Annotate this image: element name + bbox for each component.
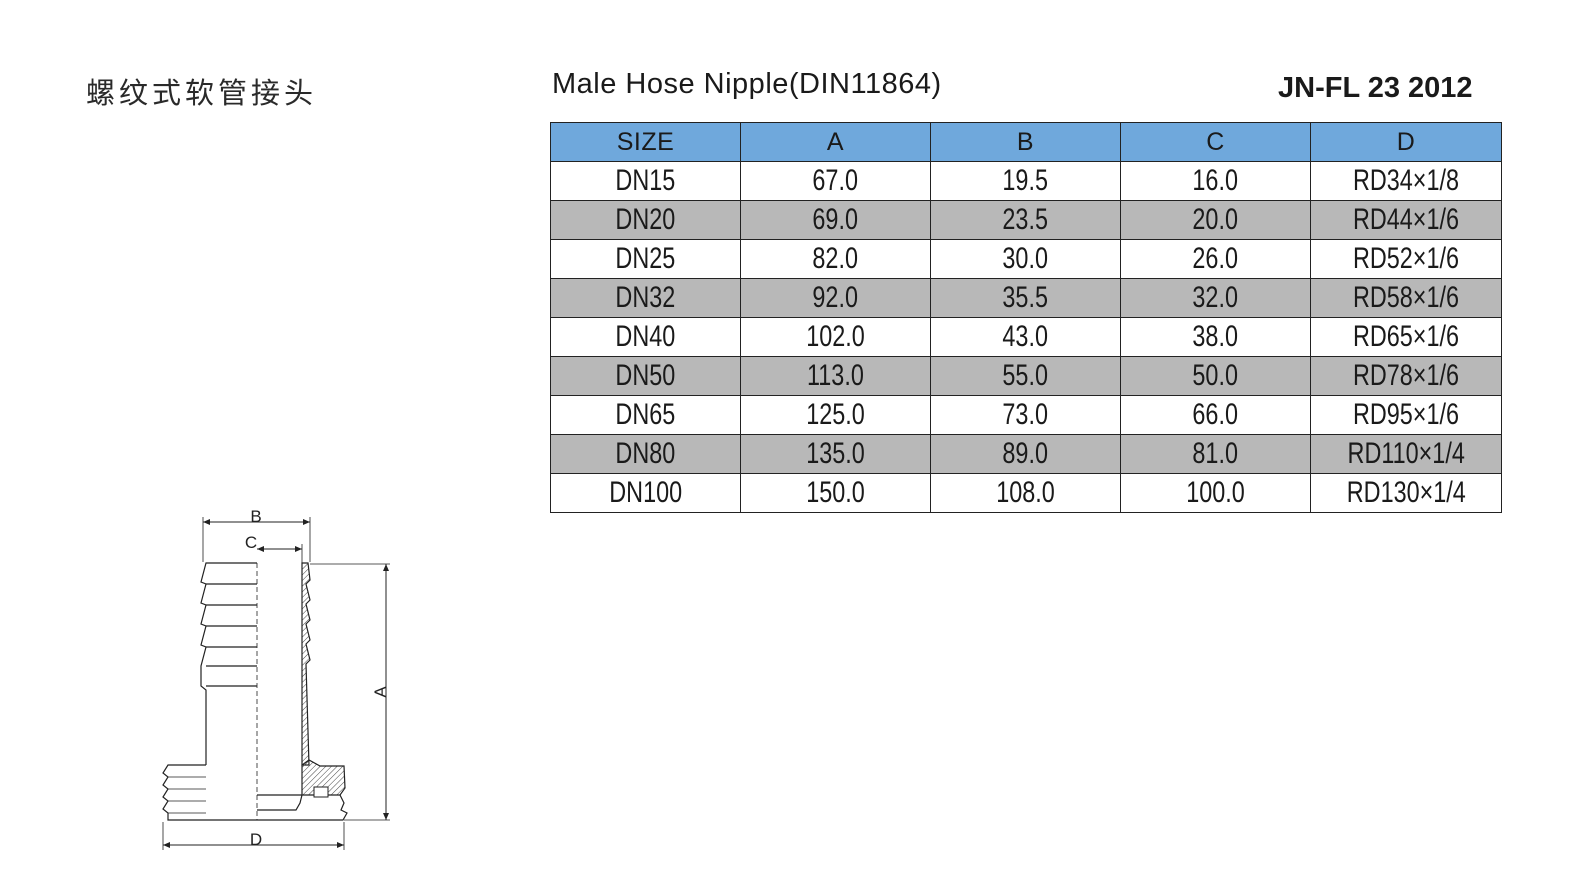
table-row: DN20 69.0 23.5 20.0 RD44×1/6 [550, 200, 1502, 240]
chinese-title: 螺纹式软管接头 [86, 76, 318, 110]
cell-c: 81.0 [1120, 434, 1311, 474]
dimension-d-label: D [250, 830, 262, 849]
dimension-c-label: C [245, 533, 257, 552]
dimension-c: C [245, 533, 303, 564]
cell-d: RD65×1/6 [1310, 317, 1502, 357]
cell-d: RD95×1/6 [1310, 395, 1502, 435]
cell-c: 38.0 [1120, 317, 1311, 357]
cell-b: 43.0 [930, 317, 1121, 357]
dimension-b-label: B [250, 507, 261, 526]
cell-a: 92.0 [740, 278, 931, 318]
threaded-nut [162, 764, 348, 821]
cell-d: RD52×1/6 [1310, 239, 1502, 279]
column-header-size: SIZE [550, 122, 741, 162]
table-row: DN65 125.0 73.0 66.0 RD95×1/6 [550, 395, 1502, 435]
technical-drawing: B C [162, 507, 390, 850]
table-row: DN15 67.0 19.5 16.0 RD34×1/8 [550, 161, 1502, 201]
cell-b: 35.5 [930, 278, 1121, 318]
column-header-b: B [930, 122, 1121, 162]
table-row: DN32 92.0 35.5 32.0 RD58×1/6 [550, 278, 1502, 318]
dimension-a: A [310, 563, 390, 821]
column-header-a: A [740, 122, 931, 162]
cell-c: 100.0 [1120, 473, 1311, 513]
cell-a: 150.0 [740, 473, 931, 513]
cell-b: 89.0 [930, 434, 1121, 474]
cell-d: RD78×1/6 [1310, 356, 1502, 396]
cell-a: 67.0 [740, 161, 931, 201]
table-row: DN25 82.0 30.0 26.0 RD52×1/6 [550, 239, 1502, 279]
dimension-d: D [162, 822, 345, 850]
cell-d: RD130×1/4 [1310, 473, 1502, 513]
cell-d: RD34×1/8 [1310, 161, 1502, 201]
cell-c: 16.0 [1120, 161, 1311, 201]
cell-c: 32.0 [1120, 278, 1311, 318]
cell-a: 102.0 [740, 317, 931, 357]
hose-barb-profile [200, 562, 258, 820]
cell-b: 73.0 [930, 395, 1121, 435]
product-code: JN-FL 23 2012 [1278, 72, 1473, 104]
product-title: Male Hose Nipple(DIN11864) [552, 68, 942, 100]
cell-size: DN32 [550, 278, 741, 318]
cell-d: RD58×1/6 [1310, 278, 1502, 318]
cell-c: 50.0 [1120, 356, 1311, 396]
cell-size: DN80 [550, 434, 741, 474]
cell-size: DN50 [550, 356, 741, 396]
cell-size: DN65 [550, 395, 741, 435]
table-header-row: SIZE A B C D [550, 122, 1502, 162]
dimension-table: SIZE A B C D DN15 67.0 19.5 16.0 RD34×1/… [550, 122, 1502, 513]
table-row: DN40 102.0 43.0 38.0 RD65×1/6 [550, 317, 1502, 357]
cell-a: 135.0 [740, 434, 931, 474]
section-wall [301, 562, 346, 798]
cell-c: 66.0 [1120, 395, 1311, 435]
cell-a: 82.0 [740, 239, 931, 279]
cell-size: DN100 [550, 473, 741, 513]
cell-d: RD44×1/6 [1310, 200, 1502, 240]
table-row: DN100 150.0 108.0 100.0 RD130×1/4 [550, 473, 1502, 513]
cell-b: 23.5 [930, 200, 1121, 240]
table-row: DN50 113.0 55.0 50.0 RD78×1/6 [550, 356, 1502, 396]
cell-c: 20.0 [1120, 200, 1311, 240]
cell-size: DN15 [550, 161, 741, 201]
cell-size: DN25 [550, 239, 741, 279]
cell-size: DN20 [550, 200, 741, 240]
table-row: DN80 135.0 89.0 81.0 RD110×1/4 [550, 434, 1502, 474]
column-header-d: D [1310, 122, 1502, 162]
cell-c: 26.0 [1120, 239, 1311, 279]
cell-b: 108.0 [930, 473, 1121, 513]
column-header-c: C [1120, 122, 1311, 162]
cell-b: 55.0 [930, 356, 1121, 396]
cell-b: 19.5 [930, 161, 1121, 201]
cell-a: 113.0 [740, 356, 931, 396]
dimension-b: B [202, 507, 311, 562]
cell-a: 125.0 [740, 395, 931, 435]
cell-d: RD110×1/4 [1310, 434, 1502, 474]
cell-b: 30.0 [930, 239, 1121, 279]
cell-size: DN40 [550, 317, 741, 357]
dimension-a-label: A [371, 686, 390, 698]
cell-a: 69.0 [740, 200, 931, 240]
